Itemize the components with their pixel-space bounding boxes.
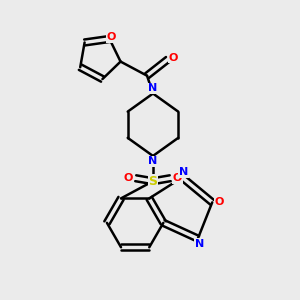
Text: N: N	[195, 239, 204, 249]
Text: O: O	[214, 197, 224, 207]
Text: O: O	[124, 173, 133, 183]
Text: O: O	[106, 32, 116, 43]
Text: S: S	[148, 175, 158, 188]
Text: O: O	[173, 173, 182, 183]
Text: N: N	[179, 167, 188, 177]
Text: O: O	[169, 53, 178, 63]
Text: N: N	[148, 156, 158, 166]
Text: N: N	[148, 83, 158, 93]
